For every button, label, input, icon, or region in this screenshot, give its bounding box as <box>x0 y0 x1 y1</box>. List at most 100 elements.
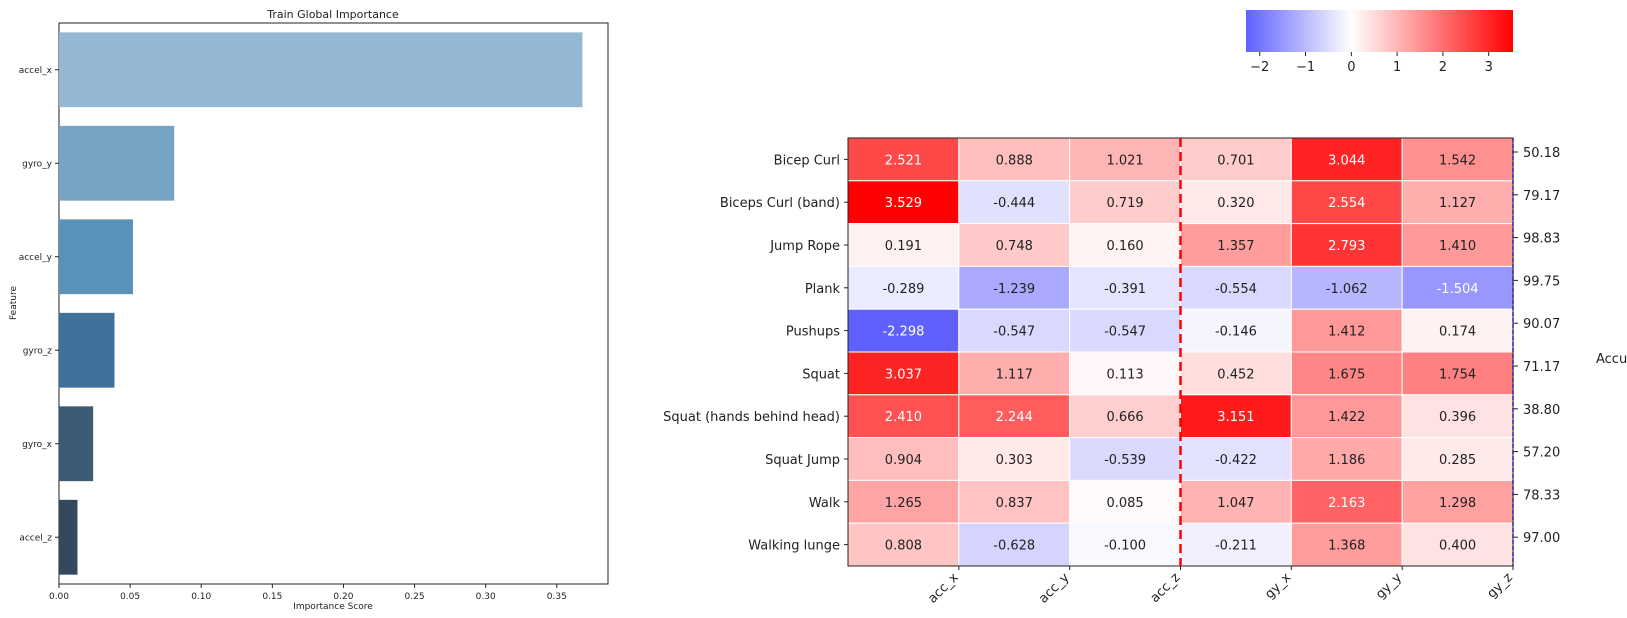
heatmap-cell <box>1401 479 1514 524</box>
heatmap-cell <box>1180 308 1292 353</box>
heatmap-chart: 2.521 0.888 1.021 0.701 3.044 1.542 3.529 -0.44… <box>663 137 1627 607</box>
heatmap-cell <box>958 223 1071 267</box>
x-tick-label: 0.35 <box>547 592 567 602</box>
heatmap-cell-value: 0.160 <box>1106 239 1143 254</box>
heatmap-cell <box>1290 351 1403 396</box>
heatmap-row-label: Walking lunge <box>748 539 840 554</box>
heatmap-cell-value: -1.504 <box>1437 282 1479 297</box>
heatmap-cell-value: -0.146 <box>1215 325 1257 340</box>
accuracy-value: 97.00 <box>1523 531 1560 546</box>
heatmap-cell <box>1401 223 1514 267</box>
heatmap-cell <box>1180 180 1292 225</box>
heatmap-cell-value: -0.391 <box>1104 282 1146 297</box>
heatmap-row-labels: Bicep Curl Biceps Curl (band) Jump Rope Pla… <box>663 153 848 554</box>
heatmap-cell <box>847 437 960 481</box>
bar-gyro_x <box>59 406 94 482</box>
accuracy-value: 71.17 <box>1523 360 1560 375</box>
heatmap-column-label: acc_z <box>1148 570 1184 606</box>
heatmap-cell <box>1290 522 1403 567</box>
x-tick-label: 0.10 <box>191 592 211 602</box>
bar-accel_x <box>59 32 583 108</box>
accuracy-value: 99.75 <box>1523 274 1560 289</box>
heatmap-cell <box>1290 137 1403 182</box>
heatmap-cell-value: 0.320 <box>1217 196 1254 211</box>
bar-x-tick-labels: 0.00 0.05 0.10 0.15 0.20 0.25 0.30 0.35 <box>49 584 567 602</box>
heatmap-cell <box>1069 522 1181 567</box>
heatmap-cell <box>1401 351 1514 396</box>
heatmap-row-label: Jump Rope <box>769 239 840 254</box>
heatmap-cell-value: 2.410 <box>885 410 922 425</box>
accuracy-axis-label: Accuracy <box>1596 352 1627 367</box>
heatmap-cell <box>958 479 1071 524</box>
heatmap-cell <box>847 308 960 353</box>
bar-gyro_z <box>59 312 115 388</box>
heatmap-cell-value: 0.888 <box>996 153 1033 168</box>
heatmap-cell-value: 1.117 <box>996 367 1033 382</box>
heatmap-cell-value: 3.529 <box>885 196 922 211</box>
heatmap-cell <box>1401 308 1514 353</box>
heatmap-cell-value: 1.021 <box>1106 153 1143 168</box>
importance-chart: Train Global Importance accel_x gyro_yacc… <box>9 8 609 612</box>
heatmap-cell <box>1290 265 1403 310</box>
heatmap-cell <box>958 522 1071 567</box>
heatmap-cell-value: 1.127 <box>1439 196 1476 211</box>
colorbar-tick-label: 1 <box>1393 60 1401 75</box>
heatmap-column-label: acc_y <box>1036 570 1073 607</box>
importance-x-axis-label: Importance Score <box>293 602 373 612</box>
importance-plot-frame <box>58 22 609 585</box>
y-tick-label-accel_z: accel_z <box>19 533 52 543</box>
accuracy-value: 38.80 <box>1523 403 1560 418</box>
x-tick-label: 0.15 <box>262 592 282 602</box>
heatmap-cell-value: 1.186 <box>1328 453 1365 468</box>
heatmap-cell-value: 1.357 <box>1217 239 1254 254</box>
heatmap-cell <box>958 137 1071 182</box>
heatmap-cell-value: 2.163 <box>1328 496 1365 511</box>
heatmap-cell <box>1069 351 1181 396</box>
heatmap-row-label: Pushups <box>786 325 840 340</box>
accuracy-value: 79.17 <box>1523 189 1560 204</box>
bar-accel_y <box>59 219 133 295</box>
heatmap-cells <box>847 137 1514 567</box>
heatmap-cell <box>1180 394 1292 439</box>
heatmap-cell-value: 0.303 <box>996 453 1033 468</box>
heatmap-cell-value: 0.396 <box>1439 410 1476 425</box>
heatmap-cell <box>1069 308 1181 353</box>
heatmap-row-label: Bicep Curl <box>774 153 840 168</box>
accuracy-value: 90.07 <box>1523 317 1560 332</box>
heatmap-cell-value: 0.113 <box>1106 367 1143 382</box>
heatmap-cell <box>958 437 1071 481</box>
heatmap-cell-value: 2.793 <box>1328 239 1365 254</box>
accuracy-value: 50.18 <box>1523 146 1560 161</box>
x-tick-label: 0.00 <box>49 592 69 602</box>
importance-y-axis-label: Feature <box>9 286 19 320</box>
heatmap-cell <box>1180 265 1292 310</box>
heatmap-cell-value: 2.554 <box>1328 196 1365 211</box>
colorbar-ticks: −2 −1 0 1 2 3 <box>1250 52 1493 75</box>
accuracy-values: 50.18 79.17 98.83 99.75 90.07 71.17 38.80 57.20… <box>1513 146 1560 546</box>
heatmap-cell-value: 0.452 <box>1217 367 1254 382</box>
heatmap-cell-value: 1.047 <box>1217 496 1254 511</box>
y-tick-label-accel_y: accel_y <box>19 253 53 263</box>
heatmap-cell-value: 1.298 <box>1439 496 1476 511</box>
heatmap-cell-value: 0.666 <box>1106 410 1143 425</box>
heatmap-row-label: Squat <box>802 367 840 382</box>
y-tick-label-gyro_x: gyro_x <box>22 440 53 450</box>
x-tick-label: 0.25 <box>405 592 425 602</box>
heatmap-cell <box>1069 223 1181 267</box>
heatmap-cell-value: 0.904 <box>885 453 922 468</box>
heatmap-cell-value: 0.191 <box>885 239 922 254</box>
heatmap-cell-value: 0.837 <box>996 496 1033 511</box>
heatmap-cell <box>847 522 960 567</box>
colorbar-tick-label: 3 <box>1485 60 1493 75</box>
x-tick-label: 0.30 <box>476 592 496 602</box>
heatmap-cell-value: 1.410 <box>1439 239 1476 254</box>
heatmap-column-label: acc_x <box>925 570 962 607</box>
heatmap-cell-value: 0.174 <box>1439 325 1476 340</box>
heatmap-column-labels: acc_x acc_y acc_z gy_x gy_y gy_z <box>925 566 1516 607</box>
heatmap-cell-value: -0.547 <box>1104 325 1146 340</box>
heatmap-value-labels: 2.521 0.888 1.021 0.701 3.044 1.542 3.529 -0.44… <box>882 153 1478 553</box>
heatmap-cell-value: -0.444 <box>993 196 1035 211</box>
heatmap-cell-value: -0.539 <box>1104 453 1146 468</box>
accuracy-value: 98.83 <box>1523 232 1560 247</box>
